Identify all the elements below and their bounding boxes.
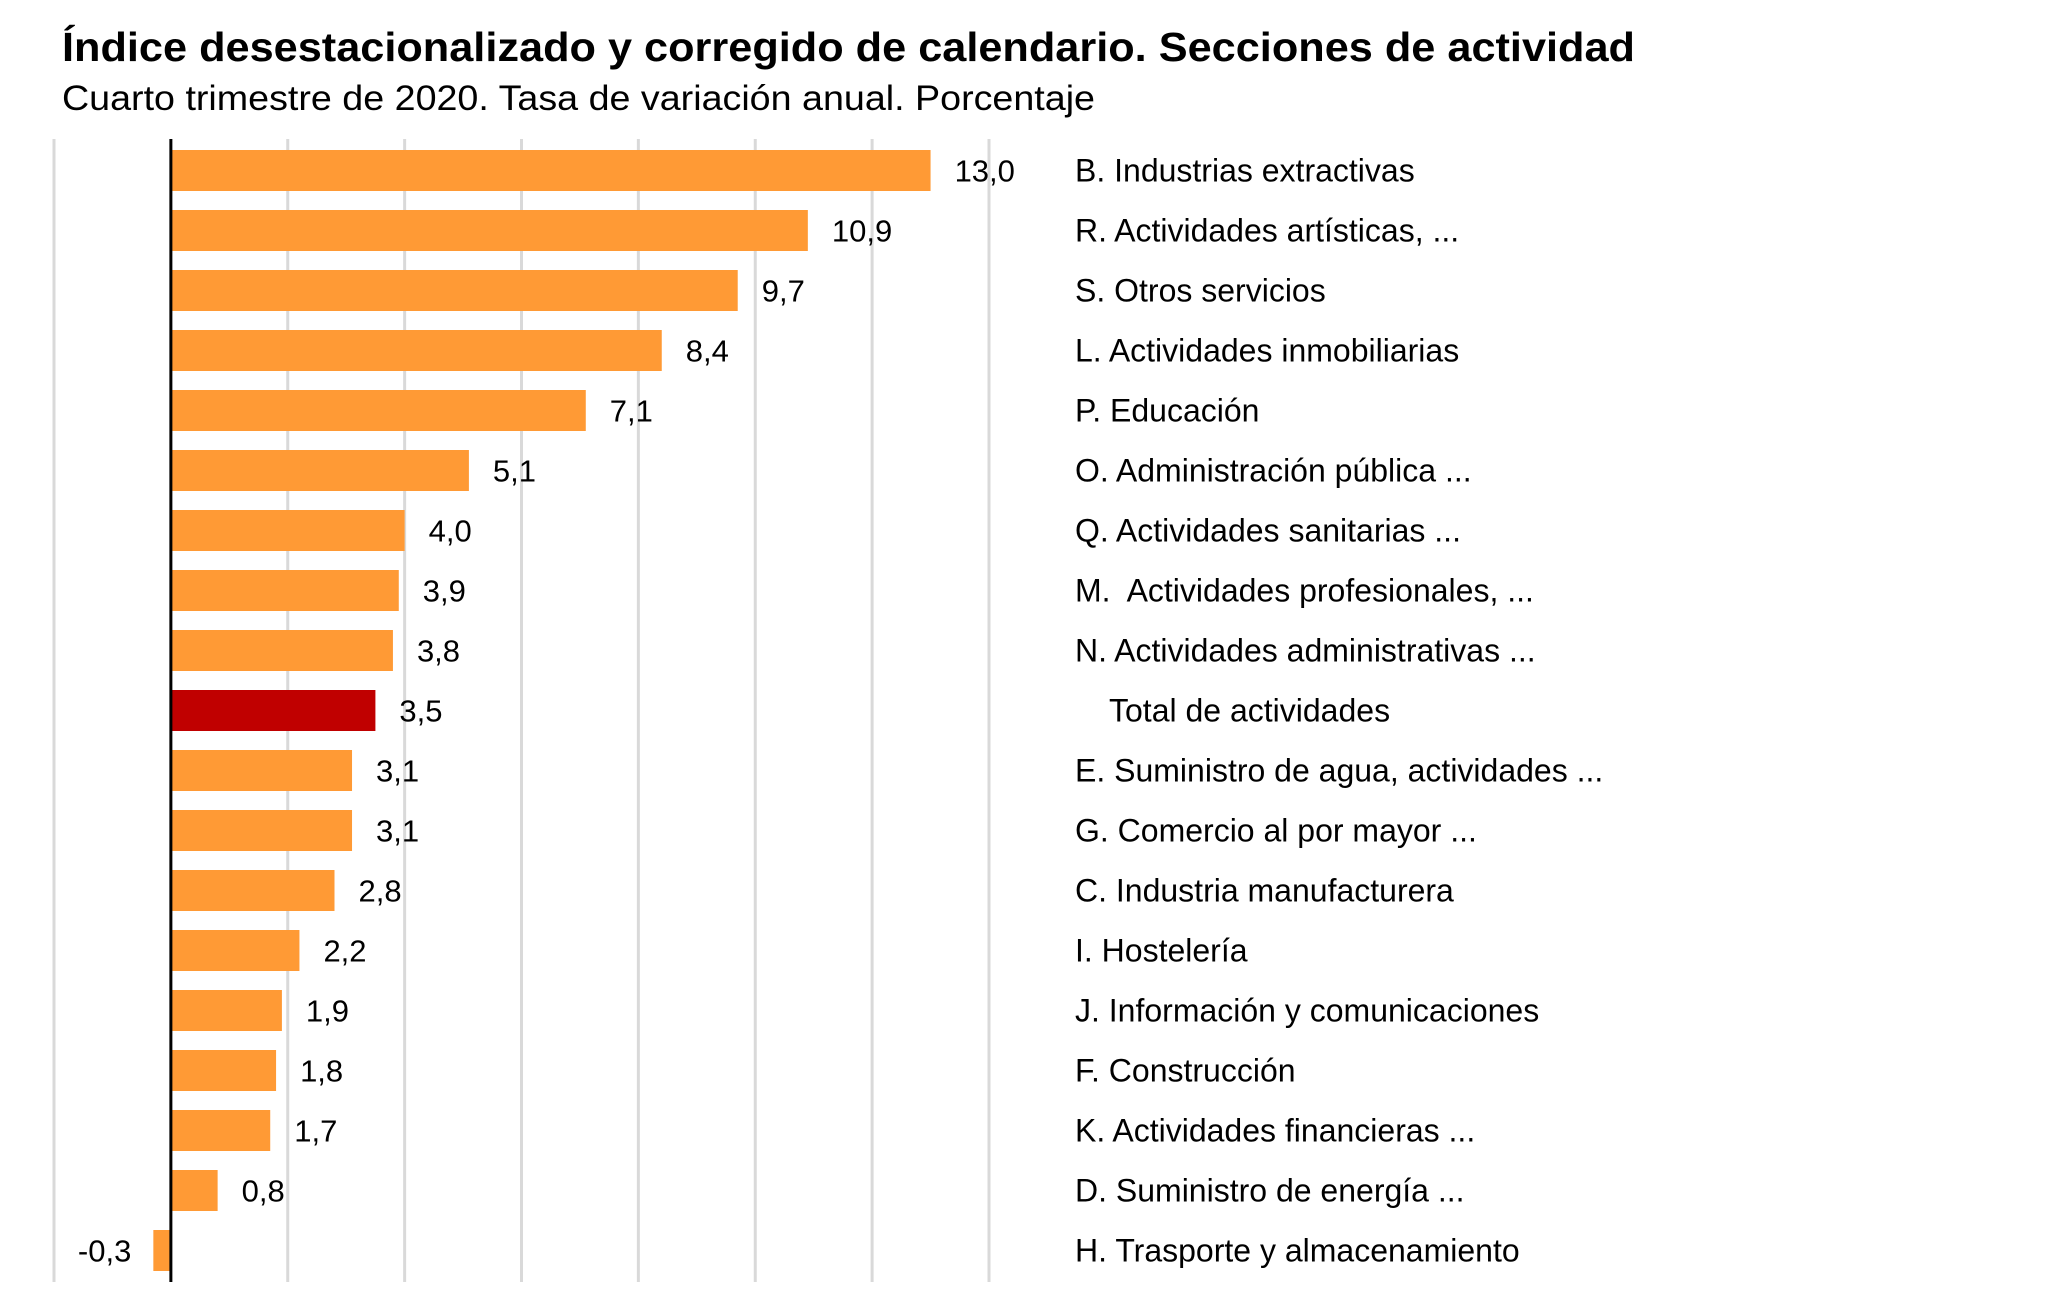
category-label: N. Actividades administrativas ... [1075,633,1536,669]
bar [170,330,662,371]
value-label: 13,0 [955,154,1015,189]
value-label: 2,2 [323,934,366,969]
value-label: 1,7 [294,1114,337,1149]
bar [170,450,469,491]
bar [170,1170,218,1211]
category-label: G. Comercio al por mayor ... [1075,813,1477,849]
chart-title: Índice desestacionalizado y corregido de… [62,24,1635,70]
value-label: 5,1 [493,454,536,489]
chart-subtitle: Cuarto trimestre de 2020. Tasa de variac… [62,79,1095,118]
value-labels: 13,0 10,9 9,7 8,4 7,1 5,1 4,0 3,9 3,8 3,5 3,1 3,1 2,… [78,154,1015,1269]
value-label: 4,0 [429,514,472,549]
bars [153,150,931,1271]
bar [170,1050,277,1091]
category-label: P. Educación [1075,393,1259,429]
value-label: 3,9 [423,574,466,609]
bar [153,1230,171,1271]
bar [170,570,399,611]
value-label: 9,7 [762,274,805,309]
category-label: B. Industrias extractivas [1075,153,1415,189]
category-label: K. Actividades financieras ... [1075,1113,1475,1149]
bar [170,870,335,911]
bar [170,390,586,431]
bar-total [170,690,376,731]
category-label: C. Industria manufacturera [1075,873,1454,909]
gridlines [52,139,991,1282]
value-label: -0,3 [78,1234,131,1269]
category-label: L. Actividades inmobiliarias [1075,333,1459,369]
bar [170,810,353,851]
category-label: I. Hostelería [1075,933,1248,969]
value-label: 0,8 [242,1174,285,1209]
bar [170,630,393,671]
bar [170,990,282,1031]
bar [170,1110,271,1151]
bar [170,750,353,791]
category-label: M. Actividades profesionales, ... [1075,573,1534,609]
category-label: Q. Actividades sanitarias ... [1075,513,1461,549]
category-labels: B. Industrias extractivas R. Actividades … [1075,153,1603,1269]
category-label: D. Suministro de energía ... [1075,1173,1465,1209]
value-label: 1,8 [300,1054,343,1089]
bar [170,930,300,971]
category-label: J. Información y comunicaciones [1075,993,1539,1029]
bar [170,150,931,191]
category-label: H. Trasporte y almacenamiento [1075,1233,1520,1269]
category-label: O. Administración pública ... [1075,453,1472,489]
category-label: E. Suministro de agua, actividades ... [1075,753,1603,789]
value-label: 1,9 [306,994,349,1029]
value-label: 3,1 [376,754,419,789]
bar [170,510,405,551]
bar [170,270,738,311]
category-label-total: Total de actividades [1109,693,1390,729]
category-label: S. Otros servicios [1075,273,1326,309]
value-label: 3,8 [417,634,460,669]
value-label: 8,4 [686,334,729,369]
value-label: 10,9 [832,214,892,249]
value-label: 2,8 [359,874,402,909]
bar [170,210,808,251]
value-label: 3,1 [376,814,419,849]
category-label: F. Construcción [1075,1053,1296,1089]
value-label: 7,1 [610,394,653,429]
category-label: R. Actividades artísticas, ... [1075,213,1459,249]
value-label: 3,5 [399,694,442,729]
